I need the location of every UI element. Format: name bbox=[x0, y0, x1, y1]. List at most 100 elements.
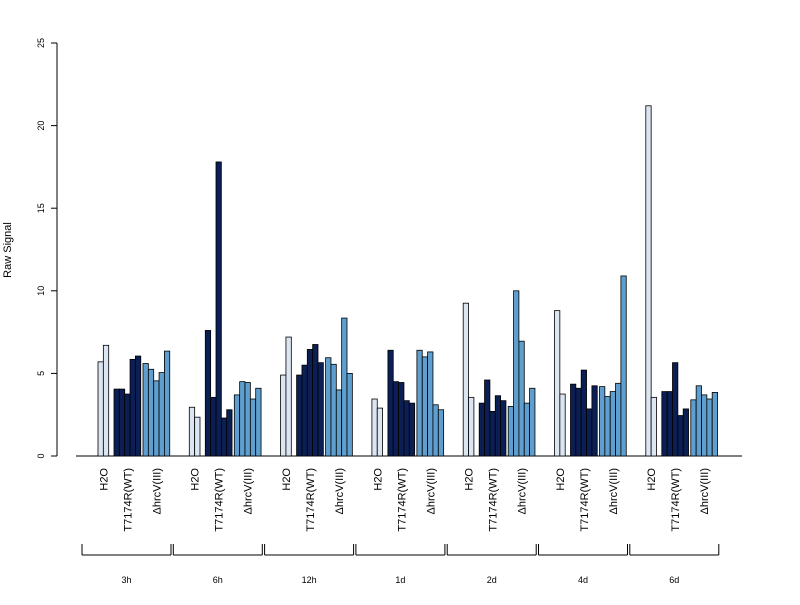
bar bbox=[403, 400, 410, 457]
bar bbox=[153, 380, 160, 457]
bar bbox=[118, 388, 126, 457]
bar bbox=[204, 330, 212, 457]
bar bbox=[296, 374, 303, 457]
x-tick-label: ΔhrcV(III) bbox=[334, 468, 346, 514]
x-tick-label: ΔhrcV(III) bbox=[608, 468, 620, 514]
bar bbox=[416, 349, 423, 457]
bar bbox=[682, 408, 689, 457]
group-label: 1d bbox=[395, 575, 405, 585]
bar bbox=[666, 391, 673, 457]
bar bbox=[142, 363, 149, 457]
bar bbox=[427, 351, 434, 457]
bar bbox=[478, 402, 485, 457]
y-axis-label: Raw Signal bbox=[2, 222, 14, 278]
bar bbox=[604, 396, 611, 457]
bar bbox=[650, 396, 657, 457]
x-tick-label: T7174R(WT) bbox=[305, 468, 317, 532]
bar bbox=[285, 336, 292, 457]
bar bbox=[163, 350, 171, 457]
x-tick-label: H2O bbox=[98, 468, 110, 491]
bar bbox=[484, 379, 491, 457]
bar bbox=[317, 362, 324, 457]
bar bbox=[421, 356, 428, 457]
bar bbox=[580, 369, 587, 457]
bar bbox=[306, 349, 314, 457]
bar bbox=[575, 387, 582, 457]
bar bbox=[244, 382, 251, 457]
x-tick-label: H2O bbox=[646, 468, 658, 491]
bar bbox=[690, 399, 697, 457]
bar bbox=[408, 402, 416, 457]
bar bbox=[335, 389, 343, 457]
bar bbox=[134, 355, 142, 457]
group-label: 4d bbox=[578, 575, 588, 585]
x-tick-label: ΔhrcV(III) bbox=[243, 468, 255, 514]
bar bbox=[371, 398, 378, 457]
bar bbox=[615, 382, 622, 457]
bar bbox=[432, 404, 439, 457]
x-tick-label: T7174R(WT) bbox=[396, 468, 408, 532]
bar bbox=[711, 391, 718, 457]
x-tick-label: H2O bbox=[372, 468, 384, 491]
bar bbox=[554, 310, 561, 457]
group-label: 6h bbox=[213, 575, 223, 585]
bar bbox=[599, 386, 606, 457]
y-tick-label: 10 bbox=[36, 286, 46, 296]
bar bbox=[462, 302, 469, 457]
bar bbox=[158, 372, 165, 457]
bar bbox=[233, 394, 241, 457]
x-tick-label: T7174R(WT) bbox=[122, 468, 134, 532]
x-tick-label: T7174R(WT) bbox=[670, 468, 682, 532]
x-tick-label: ΔhrcV(III) bbox=[517, 468, 529, 514]
bar bbox=[346, 372, 353, 457]
bar bbox=[489, 410, 496, 457]
x-tick-label: T7174R(WT) bbox=[214, 468, 226, 532]
group-label: 2d bbox=[487, 575, 497, 585]
y-tick-label: 15 bbox=[36, 203, 46, 213]
bar bbox=[113, 388, 120, 457]
bar bbox=[220, 417, 228, 457]
bar bbox=[570, 383, 577, 457]
bar bbox=[341, 317, 348, 457]
x-tick-label: ΔhrcV(III) bbox=[151, 468, 163, 514]
x-tick-label: T7174R(WT) bbox=[579, 468, 591, 532]
bar bbox=[255, 387, 262, 457]
bar bbox=[620, 275, 627, 457]
bar bbox=[500, 400, 507, 457]
bar bbox=[437, 409, 445, 457]
bar bbox=[529, 387, 536, 457]
bar bbox=[239, 381, 246, 457]
bar bbox=[507, 406, 514, 457]
bar bbox=[559, 393, 566, 457]
bar bbox=[518, 340, 525, 457]
bar bbox=[468, 396, 475, 457]
bar bbox=[645, 105, 652, 457]
bar bbox=[609, 391, 616, 457]
bar bbox=[392, 381, 399, 457]
bar bbox=[591, 385, 598, 457]
group-label: 6d bbox=[669, 575, 679, 585]
bar bbox=[97, 361, 104, 457]
bar bbox=[672, 362, 679, 457]
bar bbox=[677, 415, 684, 457]
bar bbox=[124, 393, 131, 457]
bar bbox=[661, 391, 668, 457]
y-tick-label: 0 bbox=[36, 453, 46, 458]
bar bbox=[523, 402, 530, 457]
bar bbox=[147, 368, 155, 457]
bar bbox=[330, 363, 337, 457]
x-tick-label: ΔhrcV(III) bbox=[425, 468, 437, 514]
group-label: 12h bbox=[302, 575, 317, 585]
bar bbox=[325, 357, 332, 457]
bar bbox=[387, 349, 394, 457]
bar bbox=[226, 409, 233, 457]
x-tick-label: ΔhrcV(III) bbox=[699, 468, 711, 514]
bar bbox=[301, 364, 308, 457]
bar bbox=[194, 416, 201, 457]
bar bbox=[701, 394, 708, 457]
bar bbox=[102, 344, 110, 457]
group-label: 3h bbox=[121, 575, 131, 585]
bar bbox=[215, 161, 222, 457]
